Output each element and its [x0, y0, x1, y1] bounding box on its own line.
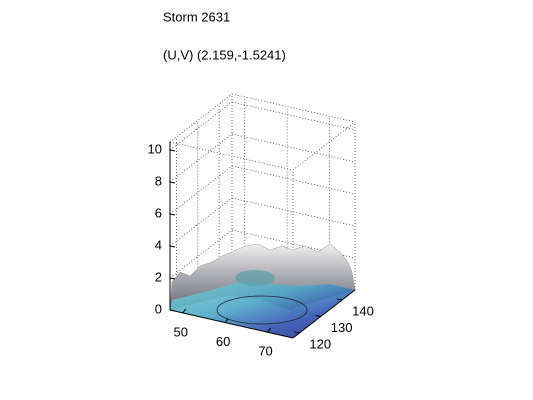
grid-line [169, 101, 233, 151]
grid-line [169, 197, 233, 247]
z-tick-label: 10 [148, 141, 162, 156]
x-tick-label: 70 [258, 344, 272, 359]
y-tick-label: 140 [352, 303, 374, 318]
chart-subtitle: (U,V) (2.159,-1.5241) [163, 47, 286, 62]
y-tick [315, 314, 321, 317]
box-edge [169, 93, 233, 143]
z-tick-label: 6 [155, 205, 162, 220]
y-tick [337, 298, 343, 301]
z-tick-label: 2 [155, 269, 162, 284]
grid-line [231, 197, 356, 227]
grid-line [169, 229, 233, 279]
surface-floor [170, 282, 355, 338]
x-tick [267, 327, 271, 333]
z-tick [169, 181, 176, 184]
chart-title: Storm 2631 [163, 9, 230, 24]
x-axis [169, 309, 294, 339]
z-tick [169, 309, 176, 312]
box-edge [231, 93, 356, 123]
z-tick-label: 8 [155, 173, 162, 188]
y-tick-label: 130 [331, 320, 353, 335]
grid-line [231, 165, 356, 195]
x-tick [182, 308, 187, 314]
surface-hollow [235, 270, 275, 286]
x-tick [224, 318, 229, 323]
y-tick-label: 120 [309, 336, 331, 351]
z-tick-label: 4 [155, 237, 162, 252]
z-tick [169, 213, 176, 216]
y-axis [292, 289, 356, 339]
grid-line [169, 165, 233, 215]
grid-line [231, 101, 356, 131]
box-edge [292, 121, 356, 171]
z-tick [169, 245, 176, 248]
box-edge [169, 141, 294, 171]
surface [169, 243, 356, 338]
y-tick [294, 331, 300, 334]
grid-line [231, 133, 356, 163]
grid-line [169, 133, 233, 183]
z-tick [169, 149, 176, 152]
z-tick [169, 277, 176, 280]
x-tick-label: 60 [216, 334, 230, 349]
contour [216, 295, 308, 325]
x-tick-label: 50 [173, 324, 187, 339]
z-tick-label: 0 [155, 301, 162, 316]
